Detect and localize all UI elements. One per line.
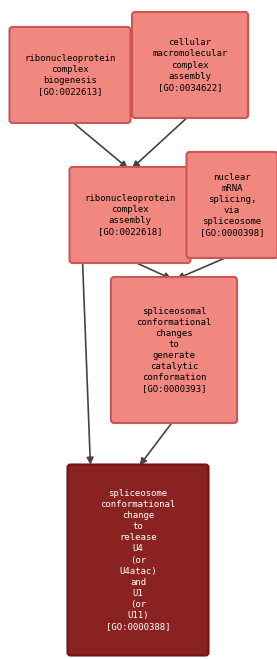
Text: spliceosome
conformational
change
to
release
U4
(or
U4atac)
and
U1
(or
U11)
[GO:: spliceosome conformational change to rel… bbox=[100, 489, 176, 631]
Text: spliceosomal
conformational
changes
to
generate
catalytic
conformation
[GO:00003: spliceosomal conformational changes to g… bbox=[136, 306, 212, 393]
FancyBboxPatch shape bbox=[132, 12, 248, 118]
Text: ribonucleoprotein
complex
assembly
[GO:0022618]: ribonucleoprotein complex assembly [GO:0… bbox=[84, 194, 176, 236]
FancyBboxPatch shape bbox=[68, 465, 209, 656]
FancyBboxPatch shape bbox=[70, 167, 191, 263]
Text: nuclear
mRNA
splicing,
via
spliceosome
[GO:0000398]: nuclear mRNA splicing, via spliceosome [… bbox=[200, 173, 264, 237]
FancyBboxPatch shape bbox=[111, 277, 237, 423]
FancyBboxPatch shape bbox=[186, 152, 277, 258]
Text: cellular
macromolecular
complex
assembly
[GO:0034622]: cellular macromolecular complex assembly… bbox=[152, 38, 228, 92]
FancyBboxPatch shape bbox=[9, 27, 130, 123]
Text: ribonucleoprotein
complex
biogenesis
[GO:0022613]: ribonucleoprotein complex biogenesis [GO… bbox=[24, 54, 116, 96]
